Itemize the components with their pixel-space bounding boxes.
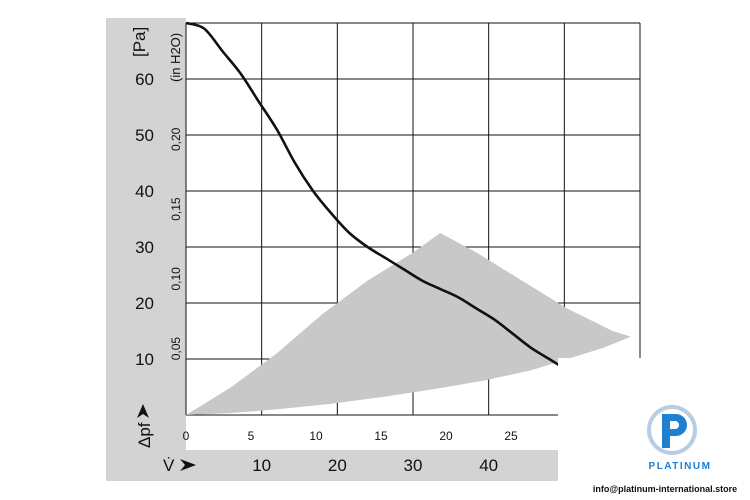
y-tick-label-inh2o: 0,10	[169, 267, 183, 291]
y-unit-pa: [Pa]	[130, 27, 149, 57]
y-ticks-inh2o: 0,20 0,15 0,10 0,05	[169, 127, 183, 360]
y-tick-label-pa: 40	[135, 182, 154, 201]
x-tick-label-bottom: 40	[479, 456, 498, 475]
y-tick-label-pa: 20	[135, 294, 154, 313]
x-tick-label-top: 0	[183, 429, 190, 443]
y-axis-arrow-icon	[137, 404, 149, 418]
x-tick-label-bottom: 30	[404, 456, 423, 475]
y-tick-label-pa: 30	[135, 238, 154, 257]
x-tick-label-top: 10	[309, 429, 323, 443]
operating-range-fill	[186, 233, 631, 415]
pressure-curve-line	[185, 21, 605, 394]
left-gray-band	[106, 18, 186, 481]
bottom-gray-band	[106, 450, 576, 481]
x-axis-arrow-icon	[180, 459, 196, 471]
x-tick-label-bottom: 10	[252, 456, 271, 475]
y-ticks-pa: 60 50 40 30 20 10	[135, 70, 154, 369]
x-tick-label-top: 15	[374, 429, 388, 443]
y-unit-inh2o: (in H2O)	[168, 33, 183, 82]
y-axis-label: Δpf	[135, 422, 154, 448]
y-tick-label-pa: 10	[135, 350, 154, 369]
y-tick-label-inh2o: 0,15	[169, 197, 183, 221]
x-tick-label-bottom: 5	[560, 456, 569, 475]
pressure-curve	[185, 21, 605, 394]
x-ticks-top: 0 5 10 15 20 25	[183, 429, 518, 443]
y-tick-label-pa: 50	[135, 126, 154, 145]
y-axis-label-group: Δpf	[135, 404, 154, 448]
y-tick-label-pa: 60	[135, 70, 154, 89]
x-tick-label-top: 5	[248, 429, 255, 443]
y-tick-label-inh2o: 0,05	[169, 337, 183, 361]
x-tick-label-top: 25	[504, 429, 518, 443]
x-axis-label: V̇	[163, 456, 175, 475]
x-tick-label-top: 20	[439, 429, 453, 443]
y-tick-label-inh2o: 0,20	[169, 127, 183, 151]
x-tick-label-bottom: 20	[328, 456, 347, 475]
operating-range-area	[186, 233, 631, 415]
